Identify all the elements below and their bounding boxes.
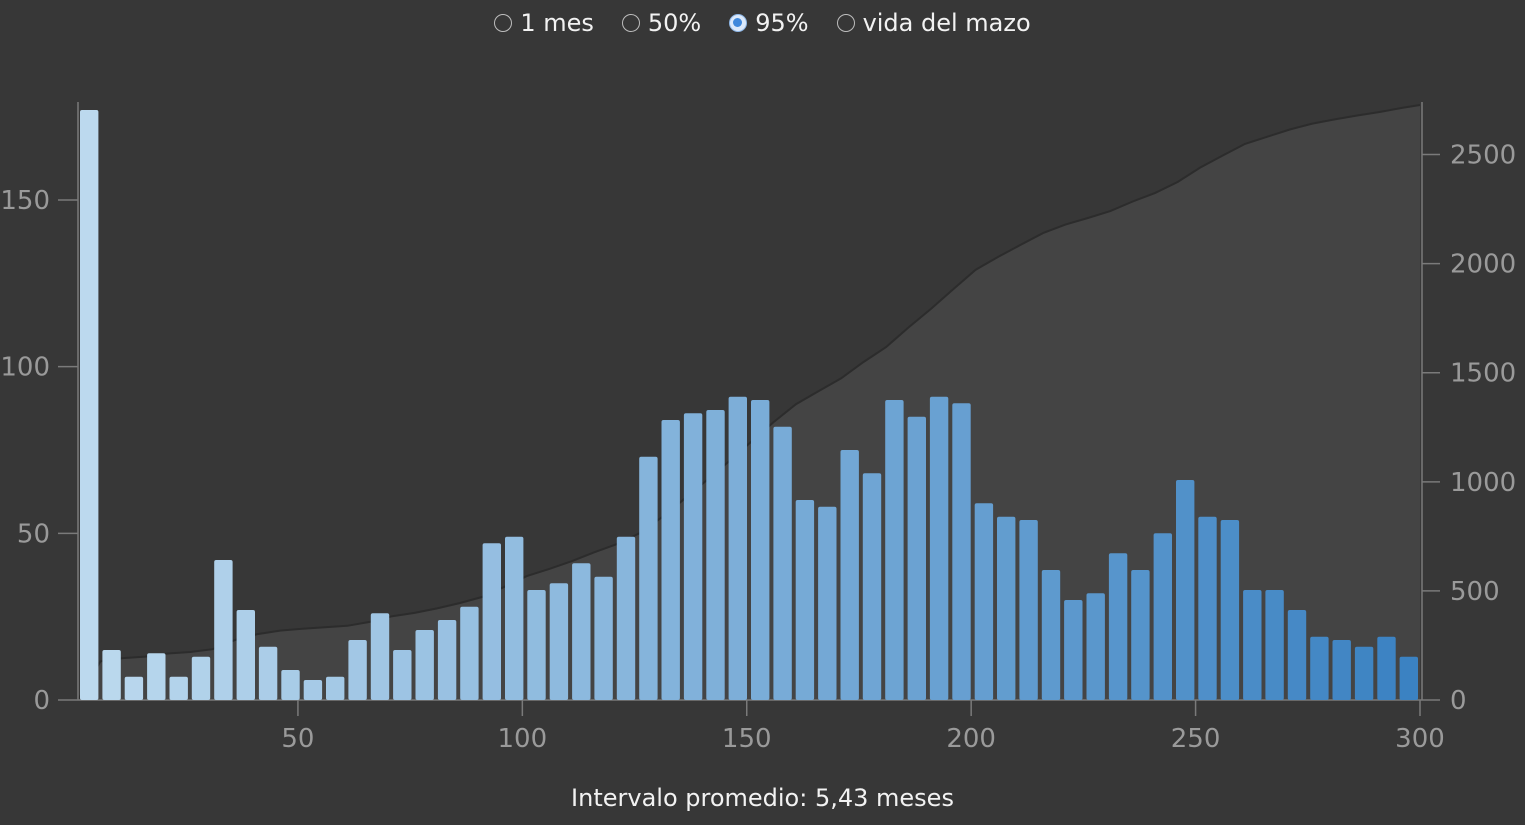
y-left-tick-label: 50 [17,519,50,549]
y-right-tick-label: 0 [1450,686,1467,716]
histogram-bar [1287,610,1307,700]
histogram-bar [1399,656,1418,700]
histogram-bar [1243,590,1262,700]
radio-unchecked-icon[interactable] [494,14,513,32]
histogram-bar [1377,636,1396,700]
y-right-tick-label: 2000 [1450,250,1516,280]
x-tick-label: 300 [1395,724,1445,754]
histogram-bar [1310,636,1329,700]
histogram-bar [639,456,658,700]
histogram-bar [549,583,569,700]
histogram-bar [124,676,144,700]
histogram-bar [393,650,412,700]
average-interval-value: 5,43 meses [814,784,954,812]
histogram-bar [191,656,211,700]
radio-option[interactable]: 1 mes [494,6,594,40]
histogram-bar [661,420,680,700]
radio-label[interactable]: 95% [755,9,809,37]
histogram-bar [1041,570,1061,700]
x-tick-label: 150 [722,724,772,754]
average-interval-footer: Intervalo promedio: 5,43 meses [0,784,1525,812]
histogram-bar [1265,590,1284,700]
histogram-bar [572,563,591,700]
histogram-bar [281,670,300,700]
histogram-bar [1108,553,1128,700]
radio-option[interactable]: 95% [729,6,809,40]
histogram-bar [326,676,345,700]
histogram-bar [706,410,725,700]
radio-checked-icon[interactable] [729,14,748,32]
histogram-bar [1354,646,1374,700]
histogram-bar [1019,520,1038,700]
radio-option[interactable]: vida del mazo [836,6,1031,40]
histogram-bar [482,543,501,700]
y-left-tick-label: 100 [0,353,50,383]
histogram-bar [751,400,770,700]
histogram-bar [147,653,166,700]
histogram-bar [303,680,323,700]
histogram-bar [415,630,434,700]
histogram-bar [795,500,815,700]
histogram-bar [683,413,703,700]
x-tick-label: 200 [946,724,996,754]
histogram-bar [974,503,994,700]
histogram-bar [1176,480,1195,700]
histogram-bar [1064,600,1083,700]
histogram-bar [370,613,390,700]
histogram-bar [505,536,524,700]
histogram-bar [862,473,882,700]
histogram-bar [997,516,1016,700]
y-right-tick-label: 2500 [1450,141,1516,171]
histogram-bar [728,396,747,700]
histogram-bar [952,403,971,700]
cumulative-area [78,105,1420,700]
radio-unchecked-icon[interactable] [836,14,855,32]
y-left-tick-label: 0 [33,686,50,716]
histogram-bar [907,416,926,700]
y-left-tick-label: 150 [0,186,50,216]
histogram-bar [169,676,188,700]
histogram-bar [214,560,233,700]
histogram-bar [1131,570,1150,700]
y-right-tick-label: 500 [1450,577,1500,607]
histogram-bar [885,400,904,700]
y-right-tick-label: 1000 [1450,468,1516,498]
histogram-bar [1332,640,1351,700]
histogram-bar [929,396,949,700]
histogram-bar [348,640,367,700]
radio-option[interactable]: 50% [621,6,702,40]
histogram-bar [236,610,255,700]
histogram-bar [840,450,859,700]
histogram-bar [102,650,121,700]
average-interval-label: Intervalo promedio: [571,784,808,812]
radio-unchecked-icon[interactable] [621,14,640,32]
histogram-bar [1220,520,1240,700]
radio-label[interactable]: 1 mes [520,9,594,37]
histogram-bar [594,576,613,700]
histogram-bar [258,646,278,700]
radio-label[interactable]: vida del mazo [862,9,1031,37]
histogram-bar [616,536,636,700]
histogram-bar [1153,533,1172,700]
histogram-bar [773,426,792,700]
histogram-bar [818,506,837,700]
histogram-bar [80,110,99,700]
x-tick-label: 100 [498,724,548,754]
radio-label[interactable]: 50% [647,9,702,37]
histogram-bar [437,620,457,700]
y-right-tick-label: 1500 [1450,359,1516,389]
histogram-bar [1086,593,1105,700]
x-tick-label: 250 [1171,724,1221,754]
histogram-bar [1198,516,1217,700]
x-tick-label: 50 [281,724,314,754]
histogram-bar [527,590,546,700]
interval-radio-group: 1 mes 50% 95% vida del mazo [0,6,1525,40]
histogram-bar [460,606,479,700]
